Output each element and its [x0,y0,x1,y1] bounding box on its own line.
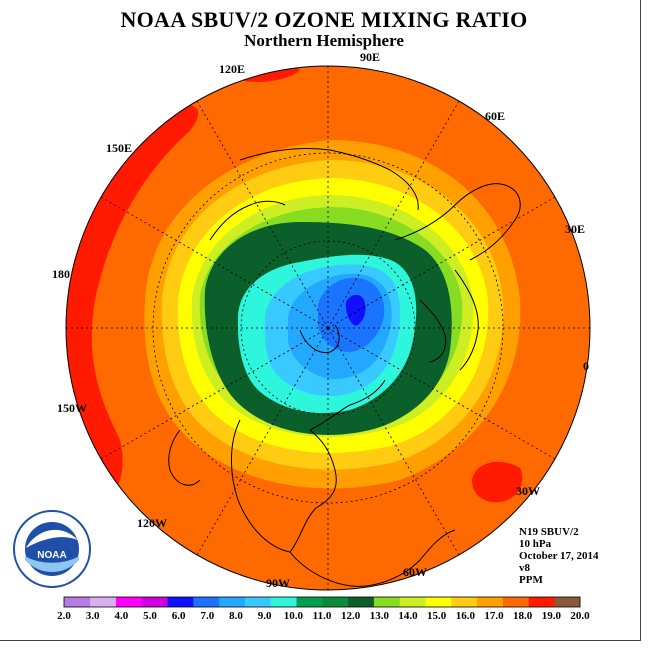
lon-label-30w: 30W [516,484,540,498]
noaa-logo-text: NOAA [37,550,66,561]
longitude-labels: 90E 60E 30E 0 30W 60W 90W 120W 150W 180 … [52,50,589,590]
colorbar-tick-label: 19.0 [542,610,562,622]
lon-label-150w: 150W [57,401,87,415]
colorbar-tick-label: 9.0 [258,610,272,622]
colorbar-swatch [502,597,529,607]
lon-label-90w: 90W [266,576,290,590]
noaa-logo: NOAA [13,510,91,588]
page-subtitle: Northern Hemisphere [244,31,404,50]
colorbar-swatch [115,597,142,607]
colorbar-tick-label: 10.0 [284,610,304,622]
globe-outline [65,65,591,591]
colorbar-swatch [270,597,297,607]
colorbar-swatch [528,597,555,607]
plot-frame [0,0,641,641]
ozone-band-red-east [472,461,523,503]
info-instrument: N19 SBUV/2 [519,526,579,538]
lon-label-120w: 120W [137,516,167,530]
colorbar-swatch [425,597,452,607]
colorbar-swatch [373,597,400,607]
colorbar-tick-label: 15.0 [427,610,447,622]
colorbar-swatch [89,597,116,607]
colorbar-tick-label: 5.0 [143,610,157,622]
colorbar-swatch [64,597,91,607]
colorbar-tick-label: 4.0 [114,610,128,622]
lon-label-90e: 90E [360,50,380,64]
lon-label-0: 0 [583,359,589,373]
colorbar-tick-label: 18.0 [513,610,533,622]
colorbar-tick-label: 16.0 [456,610,476,622]
page-title: NOAA SBUV/2 OZONE MIXING RATIO [120,7,528,32]
lon-label-60e: 60E [485,109,505,123]
colorbar-tick-label: 2.0 [57,610,71,622]
info-date: October 17, 2014 [519,550,599,562]
colorbar-swatch [141,597,168,607]
info-level: 10 hPa [519,538,552,550]
colorbar-swatch [399,597,426,607]
colorbar-tick-label: 3.0 [86,610,100,622]
colorbar-tick-label: 13.0 [370,610,390,622]
lon-label-30e: 30E [565,222,585,236]
colorbar-tick-label: 11.0 [313,610,332,622]
colorbar-swatch [554,597,581,607]
lon-label-180: 180 [52,267,70,281]
colorbar-swatch [193,597,220,607]
colorbar-tick-label: 14.0 [398,610,418,622]
meridian-lines [66,66,590,590]
colorbar-tick-label: 8.0 [229,610,243,622]
colorbar-swatch [296,597,323,607]
colorbar: 2.0 3.0 4.0 5.0 6.0 7.0 8.0 9.0 10.0 11.0 12.0 13.0… [57,596,590,622]
info-units: PPM [519,574,543,586]
colorbar-swatch [322,597,349,607]
colorbar-tick-label: 17.0 [484,610,504,622]
colorbar-swatch [451,597,478,607]
info-version: v8 [519,562,530,574]
colorbar-tick-label: 7.0 [200,610,214,622]
colorbar-tick-label: 12.0 [341,610,361,622]
colorbar-swatch [347,597,374,607]
lon-label-150e: 150E [106,141,132,155]
lon-label-60w: 60W [403,565,427,579]
colorbar-tick-label: 6.0 [172,610,186,622]
latitude-circles [152,152,504,504]
ozone-band-core [345,294,366,326]
colorbar-tick-label: 20.0 [570,610,590,622]
colorbar-swatch [167,597,194,607]
coastlines [168,148,521,587]
colorbar-swatch [476,597,503,607]
colorbar-swatch [218,597,245,607]
lon-label-120e: 120E [219,62,245,76]
colorbar-swatch [244,597,271,607]
